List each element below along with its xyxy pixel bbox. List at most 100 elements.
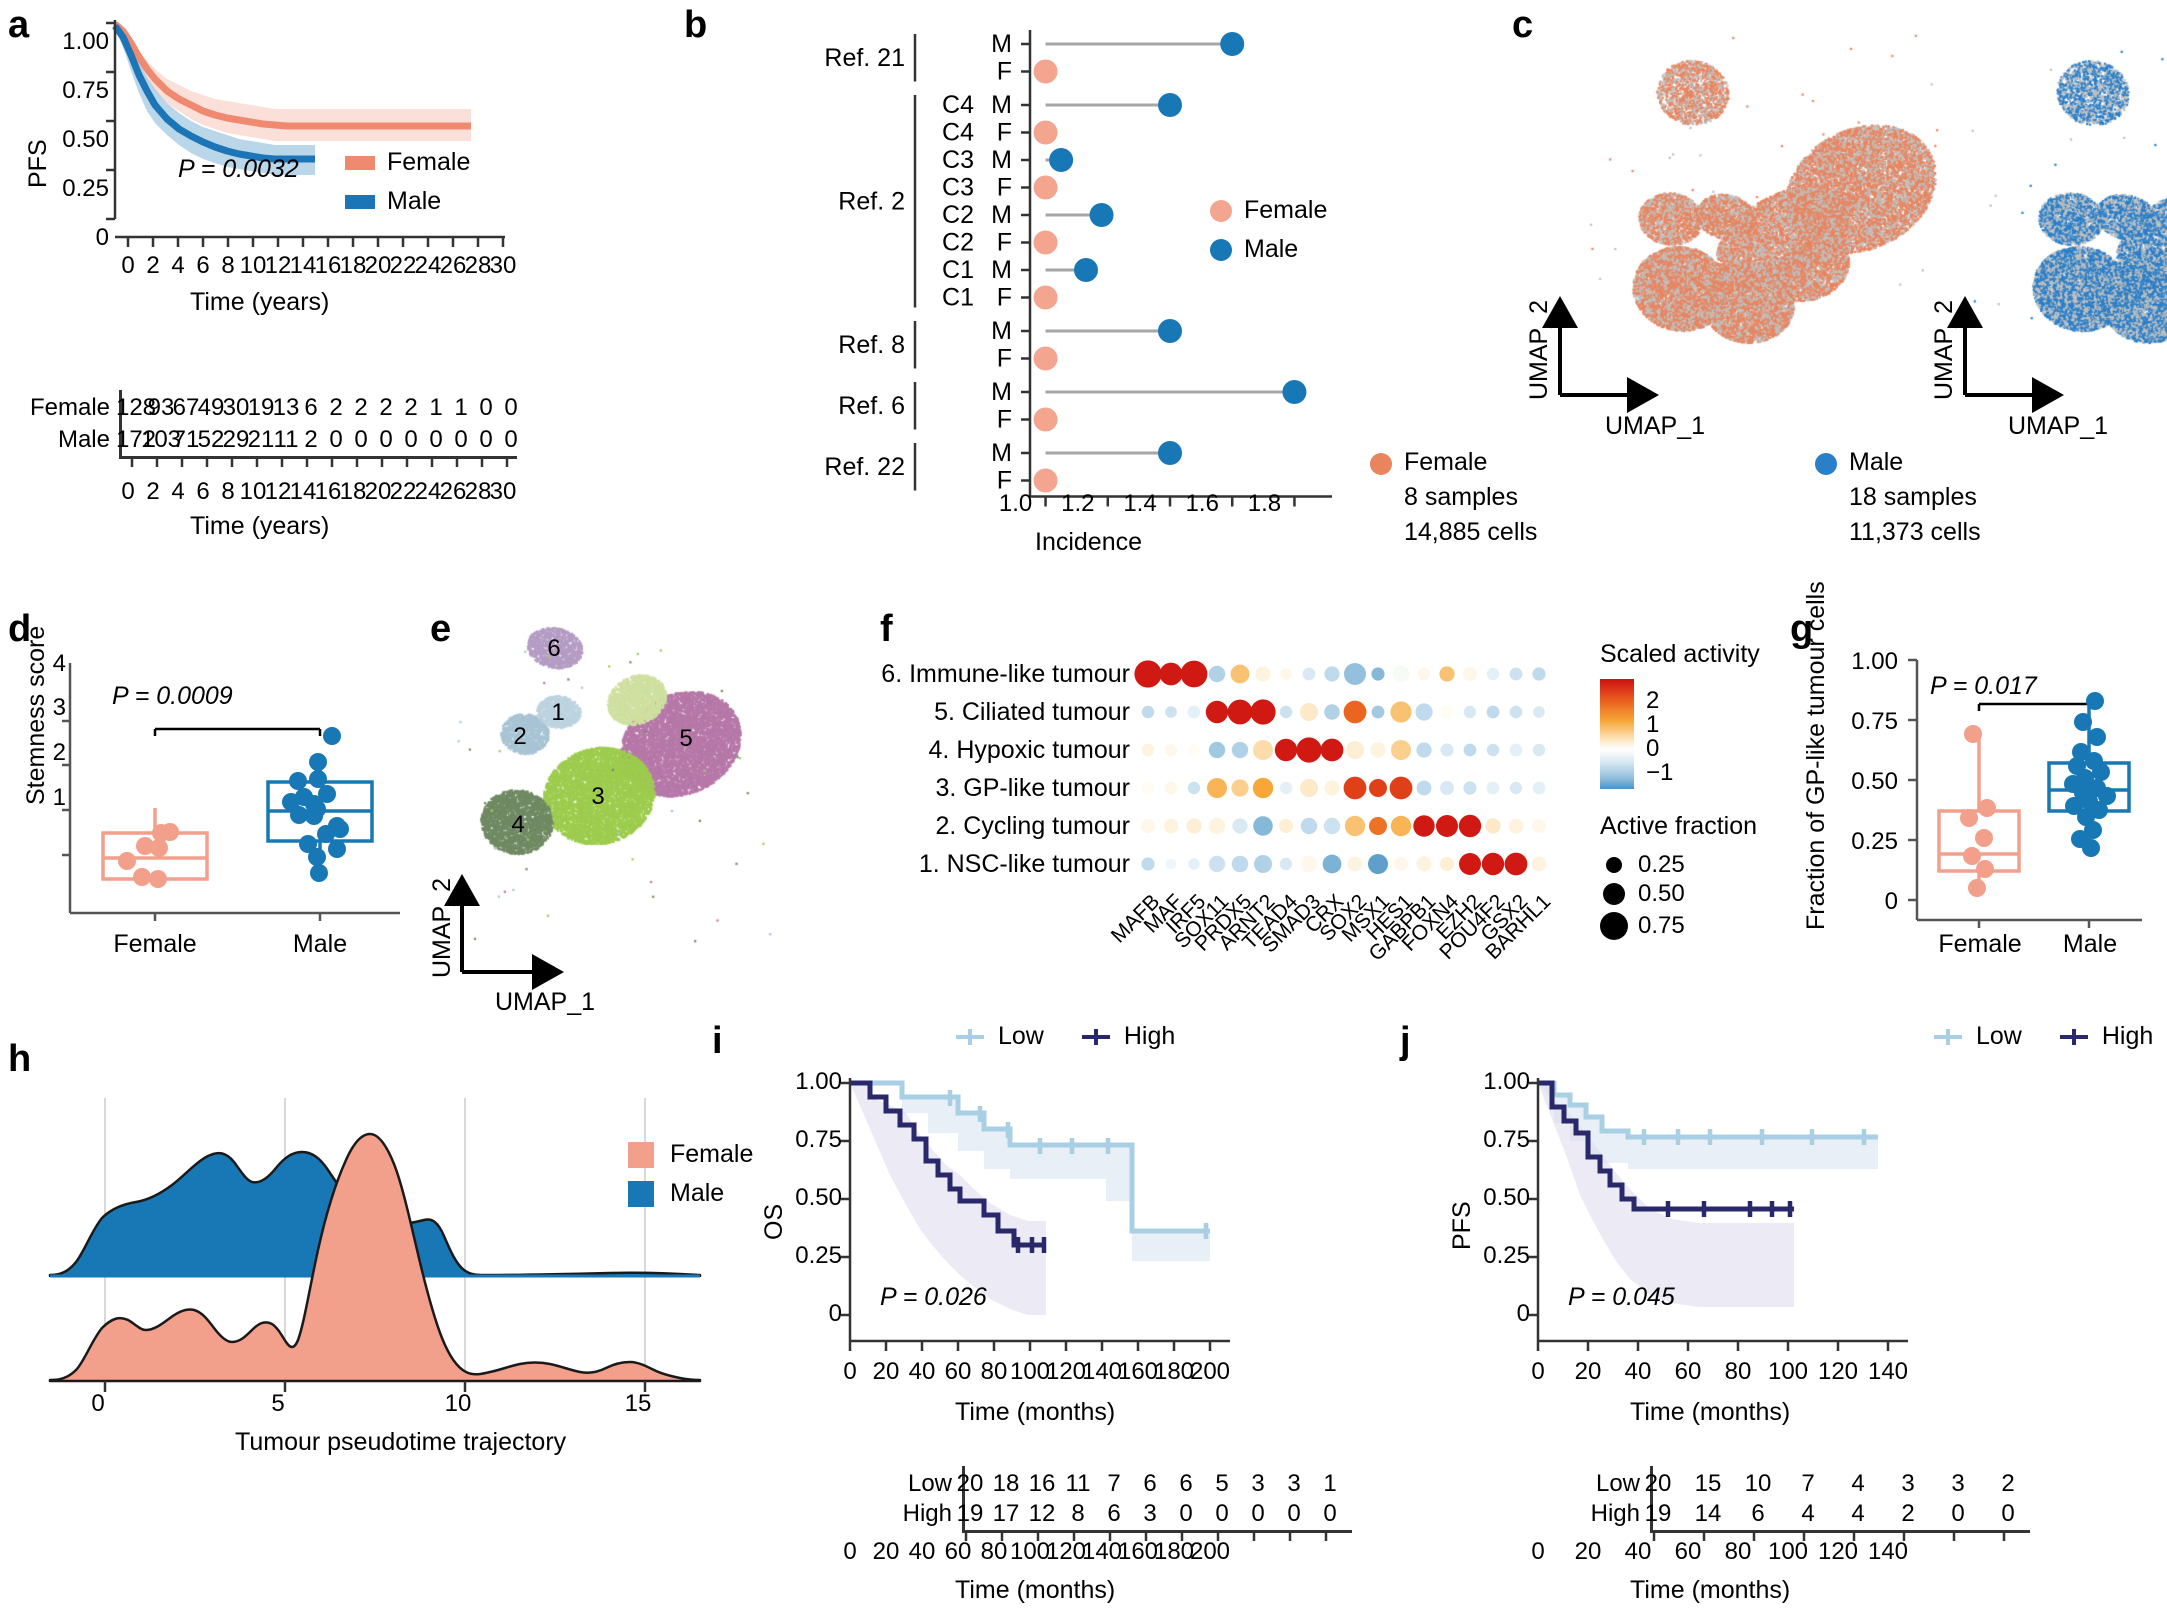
legend-censor-low-i: [956, 1028, 984, 1045]
panel-f-dot: [1416, 780, 1432, 796]
panel-f-dot: [1164, 781, 1178, 795]
risk-cell: 71: [172, 426, 200, 453]
panel-j-risk-xtick-0: 0: [1531, 1538, 1545, 1565]
cohort-label: C3: [942, 146, 974, 174]
panel-f-dot: [1394, 857, 1408, 871]
panel-a-risk-xtick-3: 6: [196, 478, 210, 505]
panel-f-dot: [1417, 667, 1431, 681]
panel-letter-c: c: [1512, 4, 1534, 46]
panel-f-dot: [1280, 668, 1292, 680]
size-legend-label-075: 0.75: [1638, 911, 1685, 939]
panel-f-dot: [1439, 666, 1455, 682]
legend-dot-female: [1210, 199, 1232, 222]
panel-f-row-label: 1. NSC-like tumour: [918, 850, 1130, 878]
panel-d-plot: [62, 663, 400, 921]
panel-a-xtick-10: 20: [364, 252, 392, 279]
panel-j-risk-xlabel: Time (months): [1630, 1576, 1791, 1604]
panel-f-dot: [1296, 737, 1322, 763]
lollipop-dot: [1049, 148, 1074, 172]
sex-label: M: [991, 439, 1012, 467]
risk-cell: 4: [1851, 1470, 1865, 1497]
panel-f-dot: [1231, 855, 1249, 873]
panel-f-dot: [1207, 778, 1227, 798]
sex-label: F: [997, 406, 1012, 434]
panel-f-dot: [1279, 857, 1293, 871]
panel-f-dot: [1279, 705, 1293, 719]
legend-swatch-male: [345, 194, 375, 209]
panel-c-female-legend: Female 8 samples 14,885 cells: [1370, 448, 1537, 547]
color-legend-tick-1: 1: [1646, 710, 1660, 738]
panel-a-risk-xlabel: Time (years): [190, 512, 330, 540]
panel-f-dot: [1165, 706, 1177, 718]
panel-f-dot: [1390, 701, 1412, 723]
panel-f-dot: [1253, 740, 1273, 760]
panel-f-dot: [1140, 818, 1156, 834]
panel-j-risk-table: Low High 20 15 10 7 4 3 3 2 19 14 6 4 4 2 0 0: [1568, 1466, 2038, 1550]
panel-f-dot: [1208, 855, 1226, 873]
panel-c-left-ylabel: UMAP_2: [1525, 299, 1553, 400]
panel-i-risk-xtick-8: 160: [1117, 1538, 1159, 1565]
risk-cell: 0: [1323, 1500, 1337, 1527]
risk-cell: 6: [1107, 1500, 1121, 1527]
panel-i-xtick-4: 80: [980, 1358, 1008, 1385]
sex-label: F: [997, 174, 1012, 202]
panel-i-xtick-6: 120: [1045, 1358, 1087, 1385]
risk-table-ticks: [130, 456, 509, 467]
risk-cell: 6: [304, 394, 318, 421]
panel-f-dot: [1486, 667, 1500, 681]
panel-d-pvalue: P = 0.0009: [112, 682, 233, 710]
cluster-label-5: 5: [679, 725, 693, 752]
panel-f-dot: [1159, 662, 1183, 686]
ref-group-label: Ref. 2: [838, 187, 905, 215]
panel-i-risk-xtick-0: 0: [843, 1538, 857, 1565]
risk-i-vline: [962, 1466, 965, 1530]
sex-label: F: [997, 119, 1012, 147]
panel-f-dot: [1463, 781, 1477, 795]
panel-a-risk-table: Female Male 128 93 67 49 30 19 13 6 2 2 2 2 1 1 0 0 172…: [28, 390, 518, 480]
panel-h-legend: Female Male: [628, 1140, 753, 1218]
panel-f-dot: [1252, 777, 1274, 799]
risk-cell: 12: [1028, 1500, 1056, 1527]
panel-f-dot: [1371, 705, 1385, 719]
sex-label: F: [997, 229, 1012, 257]
legend-swatch-female-h: [628, 1141, 654, 1168]
panel-a-risk-xtick-1: 2: [146, 478, 160, 505]
panel-i-risk-table: Low High 20 18 16 11 7 6 6 5 3 3 1 19 17 12 8 6 3 0 0 0 0 0: [880, 1466, 1360, 1550]
panel-j-ytick-1: 0.75: [1483, 1126, 1530, 1153]
legend-label-low-i: Low: [998, 1022, 1044, 1050]
panel-i-risk-xtick-1: 20: [872, 1538, 900, 1565]
panel-a-xtick-11: 22: [389, 252, 417, 279]
sex-label: M: [991, 201, 1012, 229]
lollipop-dot: [1033, 407, 1058, 432]
panel-a-risk-xtick-6: 12: [264, 478, 292, 505]
panel-c-female-label: Female: [1404, 448, 1488, 476]
panel-f-dot: [1371, 667, 1385, 681]
risk-j-ticks: [1652, 1530, 2006, 1541]
risk-cell: 21: [247, 426, 275, 453]
panel-g-ytick-3: 0.25: [1851, 828, 1898, 855]
panel-f-dot: [1324, 780, 1340, 796]
panel-i-risk-xtick-4: 80: [980, 1538, 1008, 1565]
risk-cell: 6: [1179, 1470, 1193, 1497]
panel-i-risk-xtick-6: 120: [1045, 1538, 1087, 1565]
risk-cell: 2: [304, 426, 318, 453]
umap-cluster-scatter: [448, 625, 788, 955]
panel-f-dot: [1532, 781, 1546, 795]
panel-f-dot: [1463, 743, 1477, 757]
panel-f-dot: [1188, 858, 1200, 870]
cohort-label: C2: [942, 229, 974, 257]
panel-a-xtick-4: 8: [221, 252, 235, 279]
panel-f-dot: [1208, 665, 1226, 683]
panel-f-dot: [1413, 815, 1435, 837]
panel-g-ytick-0: 1.00: [1851, 648, 1898, 675]
panel-f-dot: [1440, 781, 1454, 795]
risk-cell: 5: [1215, 1470, 1229, 1497]
panel-b-legend: Female Male: [1210, 196, 1327, 274]
size-dot-050: [1603, 882, 1625, 905]
panel-c-left-axes: [1542, 296, 1659, 413]
risk-cell: 0: [1179, 1500, 1193, 1527]
panel-g-ytick-1: 0.75: [1851, 708, 1898, 735]
panel-i-ytick-0: 1.00: [795, 1068, 842, 1095]
panel-f-dot: [1463, 667, 1477, 681]
